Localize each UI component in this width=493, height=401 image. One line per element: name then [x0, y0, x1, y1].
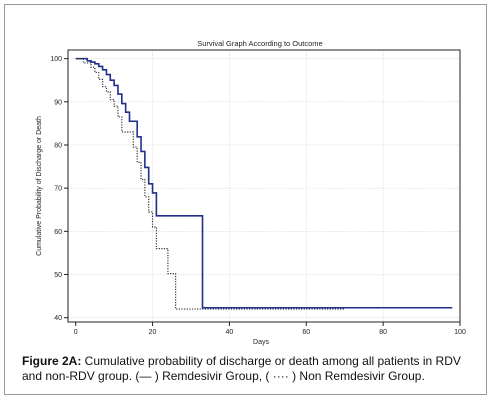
- y-tick-label: 80: [54, 142, 62, 149]
- y-tick-label: 40: [54, 315, 62, 322]
- x-tick-label: 80: [379, 329, 387, 336]
- x-tick-label: 40: [226, 329, 234, 336]
- y-tick-label: 100: [50, 56, 62, 63]
- x-axis-label: Days: [253, 339, 269, 346]
- x-tick-label: 0: [74, 329, 78, 336]
- y-tick-label: 70: [54, 186, 62, 193]
- y-tick-label: 90: [54, 99, 62, 106]
- y-axis-label: Cumulative Probability of Discharge or D…: [36, 116, 43, 256]
- figure-label: Figure 2A:: [22, 354, 82, 368]
- y-tick-label: 50: [54, 272, 62, 279]
- survival-chart: Survival Graph According to Outcome 40 50…: [36, 39, 466, 346]
- caption-text: Cumulative probability of discharge or d…: [22, 354, 461, 383]
- x-tick-label: 100: [454, 329, 466, 336]
- chart-title: Survival Graph According to Outcome: [197, 39, 322, 48]
- remdesivir-curve: [75, 57, 453, 309]
- non-remdesivir-curve: [75, 58, 345, 310]
- figure-caption: Figure 2A: Cumulative probability of dis…: [22, 354, 484, 384]
- axes: 40 50 60 70 80 90 100 0 20 40 60 80 100: [50, 56, 466, 336]
- y-tick-label: 60: [54, 229, 62, 236]
- figure-frame: [4, 4, 487, 395]
- x-tick-label: 20: [149, 329, 157, 336]
- x-tick-label: 60: [302, 329, 310, 336]
- grid: [68, 50, 461, 322]
- plot-frame: [67, 49, 461, 323]
- series-layer: [75, 57, 453, 310]
